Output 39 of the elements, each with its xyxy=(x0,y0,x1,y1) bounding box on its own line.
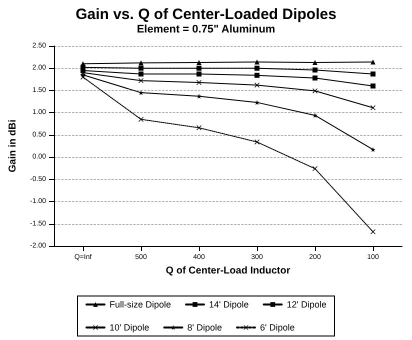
point xyxy=(370,105,376,110)
point xyxy=(312,166,318,172)
point xyxy=(370,84,376,88)
point xyxy=(254,72,260,78)
legend-label: 8' Dipole xyxy=(187,322,222,332)
legend-label: 6' Dipole xyxy=(260,322,295,332)
point xyxy=(370,72,376,76)
x-axis-title: Q of Center-Load Inductor xyxy=(166,265,290,276)
point xyxy=(312,76,318,80)
point xyxy=(196,80,202,85)
point xyxy=(138,60,144,66)
point xyxy=(254,60,260,64)
point xyxy=(196,66,202,71)
point xyxy=(370,229,376,234)
point xyxy=(196,125,202,130)
point xyxy=(312,60,318,65)
point xyxy=(196,60,202,65)
legend-label: 14' Dipole xyxy=(209,300,249,310)
point xyxy=(312,88,318,94)
point xyxy=(370,60,376,64)
legend-label: 12' Dipole xyxy=(286,300,327,310)
point xyxy=(138,78,144,84)
point xyxy=(254,100,260,105)
point xyxy=(370,147,376,152)
point xyxy=(196,72,202,76)
point xyxy=(138,116,144,122)
point xyxy=(196,94,202,99)
chart-subtitle: Element = 0.75" Aluminum xyxy=(136,24,276,36)
legend-label: 10' Dipole xyxy=(109,322,150,332)
point xyxy=(254,66,260,71)
point xyxy=(138,72,144,76)
point xyxy=(254,82,260,88)
point xyxy=(138,90,144,96)
chart-title: Gain vs. Q of Center-Loaded Dipoles xyxy=(76,6,336,23)
point xyxy=(138,66,144,71)
point xyxy=(254,140,260,144)
y-axis-title: Gain in dBi xyxy=(8,119,18,172)
legend-label: Full-size Dipole xyxy=(109,300,172,310)
point xyxy=(312,68,318,72)
